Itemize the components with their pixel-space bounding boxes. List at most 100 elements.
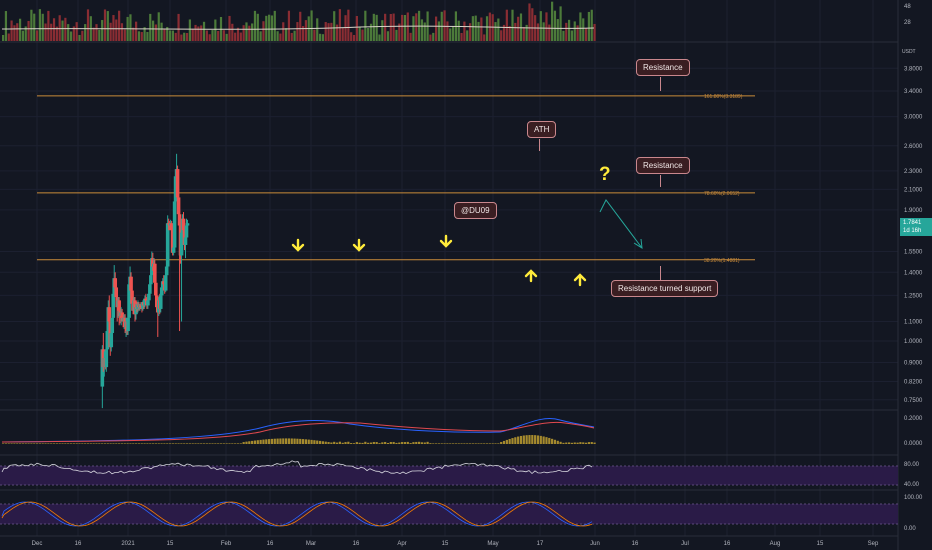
volume-bar (333, 11, 336, 41)
macd-histogram-bar (78, 443, 81, 444)
macd-histogram-bar (449, 443, 452, 444)
time-tick: Aug (770, 541, 781, 547)
time-tick: 15 (167, 541, 174, 547)
macd-histogram-bar (389, 441, 392, 444)
candle-body (148, 284, 152, 294)
volume-bar (259, 31, 262, 41)
macd-histogram-bar (584, 442, 588, 444)
question-mark: ? (599, 164, 611, 185)
macd-histogram-bar (95, 443, 98, 444)
volume-bar (310, 10, 313, 42)
volume-bar (582, 18, 585, 41)
macd-histogram-bar (262, 439, 265, 444)
volume-bar (168, 30, 172, 41)
time-tick: May (487, 541, 498, 547)
candle-body (141, 302, 145, 309)
candle-body (143, 298, 147, 306)
macd-histogram-bar (316, 440, 319, 444)
volume-bar (449, 28, 452, 41)
macd-histogram-bar (338, 441, 341, 444)
volume-bar (375, 14, 378, 41)
volume-bar (381, 20, 384, 41)
macd-histogram-bar (253, 440, 257, 444)
candle-body (144, 298, 148, 301)
candle-body (117, 300, 121, 311)
candle-body (172, 201, 177, 248)
candle-body (134, 307, 138, 315)
macd-histogram-bar (434, 443, 438, 444)
volume-bar (69, 31, 73, 41)
macd-histogram-bar (10, 443, 13, 444)
macd-histogram-bar (21, 443, 25, 444)
macd-histogram-bar (115, 443, 118, 444)
price-axis: USDT 3.8000 3.4000 3.0000 2.6000 2.3000 2.1000… (902, 49, 923, 404)
macd-histogram-bar (276, 438, 279, 444)
stoch-k-line (1, 501, 593, 527)
price-tick: 3.8000 (904, 66, 923, 72)
volume-bar (401, 14, 404, 41)
macd-histogram-bar (310, 439, 313, 444)
volume-bar (143, 27, 146, 41)
macd-histogram-bar (268, 439, 271, 444)
volume-bar (106, 11, 109, 42)
rsi-band (0, 466, 898, 485)
candle-body (114, 287, 118, 298)
macd-histogram-bar (109, 443, 112, 444)
macd-histogram-bar (41, 443, 44, 444)
price-tick: 1.5500 (904, 249, 923, 255)
macd-histogram-bar (531, 435, 534, 444)
candle-body (113, 278, 118, 288)
volume-bar (576, 25, 579, 41)
resistance-mid-pointer (660, 175, 661, 187)
macd-histogram-bar (217, 443, 220, 444)
volume-bar (355, 15, 358, 41)
macd-histogram-bar (415, 441, 418, 444)
macd-histogram-bar (239, 443, 242, 444)
resistance-top-pointer (660, 77, 661, 91)
volume-bar (551, 1, 554, 42)
volume-bar (437, 21, 441, 41)
macd-histogram-bar (16, 443, 19, 444)
macd-histogram-bar (287, 438, 291, 444)
volume-bar (389, 13, 392, 41)
macd-histogram-bar (129, 443, 132, 444)
volume-bar (177, 13, 180, 41)
macd-histogram-bar (211, 443, 214, 444)
volume-bar (157, 12, 160, 42)
macd-histogram-bar (474, 443, 477, 444)
time-tick: Jun (590, 541, 600, 547)
price-tick: 1.4000 (904, 270, 923, 276)
macd-histogram-bar (304, 439, 308, 444)
macd-histogram-bar (562, 442, 565, 444)
yellow-down-arrow (291, 238, 305, 252)
macd-histogram-bar (384, 441, 387, 444)
macd-histogram-bar (576, 442, 579, 444)
macd-histogram-bar (98, 443, 101, 444)
volume-bar (86, 9, 90, 42)
macd-histogram-bar (570, 442, 574, 444)
time-tick: Dec (32, 541, 43, 547)
macd-histogram-bar (64, 443, 67, 444)
projection-head (633, 238, 643, 249)
volume-bar (457, 20, 460, 41)
volume-bar (228, 15, 231, 41)
macd-histogram-bar (502, 440, 506, 444)
volume-bar (211, 30, 214, 41)
fib-label: 161.80%(3.3189) (704, 94, 743, 100)
candle-body (100, 349, 105, 387)
candle-body (176, 197, 181, 215)
macd-histogram-bar (81, 443, 84, 444)
macd-histogram-bar (197, 443, 200, 444)
volume-bar (101, 20, 104, 41)
macd-histogram-bar (168, 443, 172, 444)
volume-bar (443, 10, 446, 42)
macd-histogram-bar (188, 443, 191, 444)
candle-body (169, 223, 174, 231)
volume-bar (545, 12, 548, 41)
volume-bar (378, 34, 381, 41)
macd-histogram-bar (364, 441, 367, 444)
volume-bar (304, 20, 308, 41)
candle-body (110, 317, 115, 333)
macd-histogram-bar (35, 443, 39, 444)
